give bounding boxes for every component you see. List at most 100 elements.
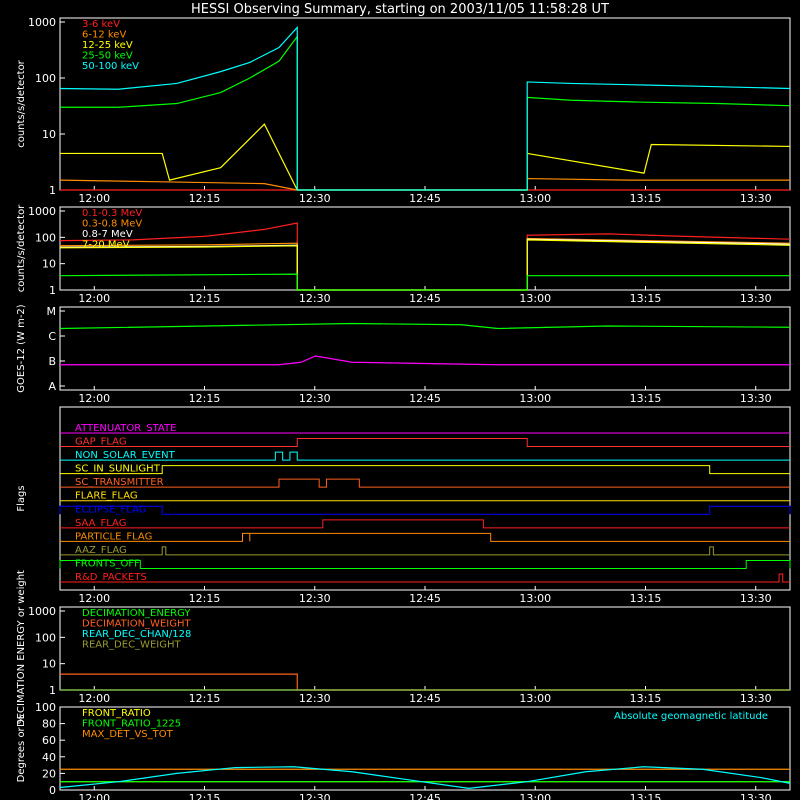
x-tick-label: 13:30 bbox=[740, 192, 772, 205]
x-tick-label: 13:00 bbox=[519, 192, 551, 205]
y-tick-label: 100 bbox=[35, 72, 56, 85]
x-tick-label: 12:30 bbox=[299, 692, 331, 705]
series-line bbox=[59, 25, 791, 191]
flag-label: FRONTS_OFF bbox=[75, 558, 140, 569]
legend-entry: 3-6 keV bbox=[82, 19, 120, 30]
x-tick-label: 12:00 bbox=[78, 292, 110, 305]
y-tick-label: C bbox=[48, 330, 56, 343]
chart-title: HESSI Observing Summary, starting on 200… bbox=[191, 2, 609, 17]
series-line bbox=[59, 766, 791, 789]
x-tick-label: 13:00 bbox=[519, 792, 551, 800]
panel-ratio: Degrees or % 12:00 12:15 12:30 12:45 13:00 13:… bbox=[16, 701, 791, 800]
legend-entry: 7-20 MeV bbox=[82, 240, 130, 251]
flag-label: NON_SOLAR_EVENT bbox=[75, 450, 176, 461]
x-tick-label: 12:45 bbox=[409, 692, 441, 705]
flag-label: R&D_PACKETS bbox=[75, 572, 147, 583]
flag-line-r&d_packets bbox=[60, 573, 790, 583]
x-tick-label: 13:15 bbox=[630, 592, 662, 605]
x-tick-label: 12:15 bbox=[189, 192, 221, 205]
y-tick-label: 1 bbox=[49, 184, 56, 197]
y-tick-label: 10 bbox=[42, 658, 56, 671]
x-tick-label: 13:30 bbox=[740, 292, 772, 305]
series-line bbox=[60, 34, 791, 191]
x-tick-label: 13:15 bbox=[630, 192, 662, 205]
x-tick-label: 12:30 bbox=[299, 192, 331, 205]
legend-entry: FRONT_RATIO_1225 bbox=[82, 719, 181, 730]
legend-entry: 50-100 keV bbox=[82, 61, 139, 72]
x-tick-label: 12:45 bbox=[409, 392, 441, 405]
annotation: Absolute geomagnetic latitude bbox=[614, 711, 768, 722]
x-tick-label: 13:30 bbox=[740, 392, 772, 405]
y-tick-label: 100 bbox=[35, 701, 56, 714]
panel-frame bbox=[59, 306, 791, 391]
x-tick-label: 12:30 bbox=[299, 392, 331, 405]
x-tick-label: 12:15 bbox=[189, 392, 221, 405]
y-tick-label: 40 bbox=[42, 751, 56, 764]
x-tick-label: 12:30 bbox=[299, 292, 331, 305]
flag-label: GAP_FLAG bbox=[75, 437, 127, 448]
x-tick-label: 12:30 bbox=[299, 592, 331, 605]
legend-entry: 0.3-0.8 MeV bbox=[82, 219, 142, 230]
flag-line-saa_flag bbox=[60, 519, 790, 529]
y-tick-label: A bbox=[48, 380, 56, 393]
flag-label: AAZ_FLAG bbox=[75, 545, 127, 556]
y-tick-label: 1000 bbox=[28, 205, 56, 218]
x-tick-label: 12:00 bbox=[78, 792, 110, 800]
flag-label: SC_TRANSMITTER bbox=[75, 477, 164, 488]
flag-line-non_solar_event bbox=[60, 451, 790, 461]
legend-entry: 0.1-0.3 MeV bbox=[82, 208, 142, 219]
x-tick-label: 13:00 bbox=[519, 392, 551, 405]
y-tick-label: 100 bbox=[35, 631, 56, 644]
flag-line-sc_in_sunlight bbox=[60, 465, 790, 475]
flag-line-fronts_off bbox=[59, 559, 791, 569]
series-line bbox=[60, 355, 790, 366]
flag-line-sc_transmitter bbox=[60, 478, 790, 488]
legend-entry: 6-12 keV bbox=[82, 30, 126, 41]
flag-line-eclipse_flag bbox=[59, 505, 791, 515]
flag-label: ECLIPSE_FLAG bbox=[75, 504, 146, 515]
y-tick-label: B bbox=[48, 355, 56, 368]
legend-entry: REAR_DEC_CHAN/128 bbox=[82, 629, 191, 640]
x-tick-label: 12:45 bbox=[409, 592, 441, 605]
legend-entry: DECIMATION_WEIGHT bbox=[82, 619, 191, 630]
y-tick-label: 80 bbox=[42, 718, 56, 731]
series-line bbox=[59, 239, 791, 291]
flag-line-particle_flag bbox=[60, 532, 790, 542]
panel-decim: DECIMATION ENERGY or weight 12:00 12:15 12:… bbox=[16, 570, 791, 727]
x-tick-label: 13:15 bbox=[630, 292, 662, 305]
legend-entry: 25-50 keV bbox=[82, 51, 133, 62]
panel-frame bbox=[59, 206, 791, 291]
x-tick-label: 12:00 bbox=[78, 592, 110, 605]
x-tick-label: 13:30 bbox=[740, 792, 772, 800]
x-tick-label: 13:15 bbox=[630, 692, 662, 705]
y-axis-label: GOES-12 (W m-2) bbox=[16, 304, 27, 392]
flag-label: ATTENUATOR_STATE bbox=[75, 423, 176, 434]
x-tick-label: 12:45 bbox=[409, 192, 441, 205]
x-tick-label: 13:30 bbox=[740, 692, 772, 705]
y-tick-label: 60 bbox=[42, 734, 56, 747]
legend-entry: MAX_DET_VS_TOT bbox=[82, 729, 174, 740]
x-tick-label: 12:45 bbox=[409, 792, 441, 800]
panel-flags: Flags 12:00 12:15 12:30 12:45 13:00 13:15 13:30… bbox=[16, 406, 791, 605]
x-tick-label: 13:00 bbox=[519, 292, 551, 305]
x-tick-label: 13:15 bbox=[630, 792, 662, 800]
panel-highE: counts/s/detector 12:00 12:15 12:30 12:45 13:… bbox=[16, 204, 791, 305]
y-tick-label: 1000 bbox=[28, 16, 56, 29]
y-axis-label: Flags bbox=[16, 485, 27, 511]
flag-label: SC_IN_SUNLIGHT bbox=[75, 464, 161, 475]
flag-label: SAA_FLAG bbox=[75, 518, 126, 529]
x-tick-label: 12:15 bbox=[189, 792, 221, 800]
x-tick-label: 13:00 bbox=[519, 692, 551, 705]
y-axis-label: counts/s/detector bbox=[16, 204, 27, 292]
panel-frame bbox=[59, 406, 791, 591]
y-tick-label: 10 bbox=[42, 128, 56, 141]
panel-lowE: counts/s/detector 12:00 12:15 12:30 12:45 13:… bbox=[16, 16, 791, 205]
legend-entry: 12-25 keV bbox=[82, 40, 133, 51]
x-tick-label: 12:15 bbox=[189, 692, 221, 705]
flag-label: FLARE_FLAG bbox=[75, 491, 138, 502]
x-tick-label: 13:00 bbox=[519, 592, 551, 605]
series-line bbox=[59, 222, 791, 291]
y-axis-label: Degrees or % bbox=[16, 715, 27, 783]
x-tick-label: 12:15 bbox=[189, 592, 221, 605]
